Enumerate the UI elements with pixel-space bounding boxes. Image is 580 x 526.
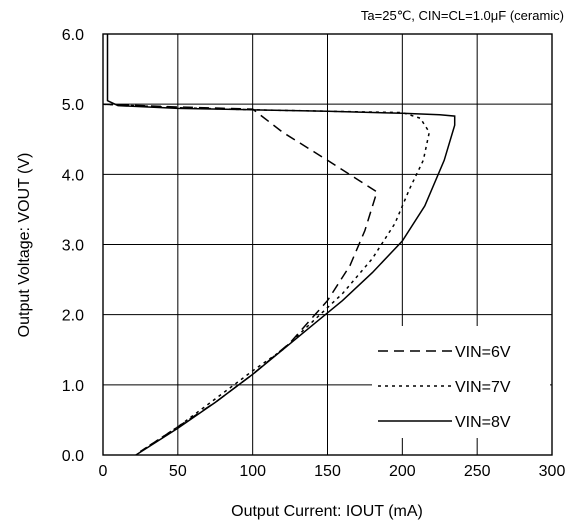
y-tick-label-4: 4.0 (62, 167, 84, 184)
y-axis-label: Output Voltage: VOUT (V) (16, 153, 33, 338)
x-tick-label-6: 300 (539, 463, 566, 480)
y-tick-label-0: 0.0 (62, 448, 84, 465)
x-tick-label-2: 100 (239, 463, 266, 480)
y-tick-label-3: 3.0 (62, 238, 84, 255)
x-tick-label-1: 50 (169, 463, 187, 480)
legend-label-2: VIN=7V (455, 379, 511, 396)
chart-subtitle: Ta=25℃, CIN=CL=1.0μF (ceramic) (361, 8, 564, 23)
y-axis-ticks: 0.0 1.0 2.0 3.0 4.0 5.0 6.0 (62, 27, 84, 465)
legend-label-1: VIN=6V (455, 344, 511, 361)
legend-label-3: VIN=8V (455, 414, 511, 431)
x-tick-label-0: 0 (99, 463, 108, 480)
x-axis-label: Output Current: IOUT (mA) (231, 503, 423, 520)
series-layer (102, 34, 456, 456)
series-line-3 (106, 34, 456, 456)
plot-frame (102, 33, 553, 456)
x-tick-label-3: 150 (314, 463, 341, 480)
x-tick-label-5: 250 (464, 463, 491, 480)
y-tick-label-1: 1.0 (62, 378, 84, 395)
y-tick-label-2: 2.0 (62, 308, 84, 325)
legend-background (372, 326, 550, 438)
x-axis-ticks: 0 50 100 150 200 250 300 (99, 463, 566, 480)
y-tick-label-5: 5.0 (62, 97, 84, 114)
x-tick-label-4: 200 (389, 463, 416, 480)
y-tick-label-6: 6.0 (62, 27, 84, 44)
series-line-1 (102, 103, 378, 453)
legend: VIN=6V VIN=7V VIN=8V (372, 326, 550, 438)
